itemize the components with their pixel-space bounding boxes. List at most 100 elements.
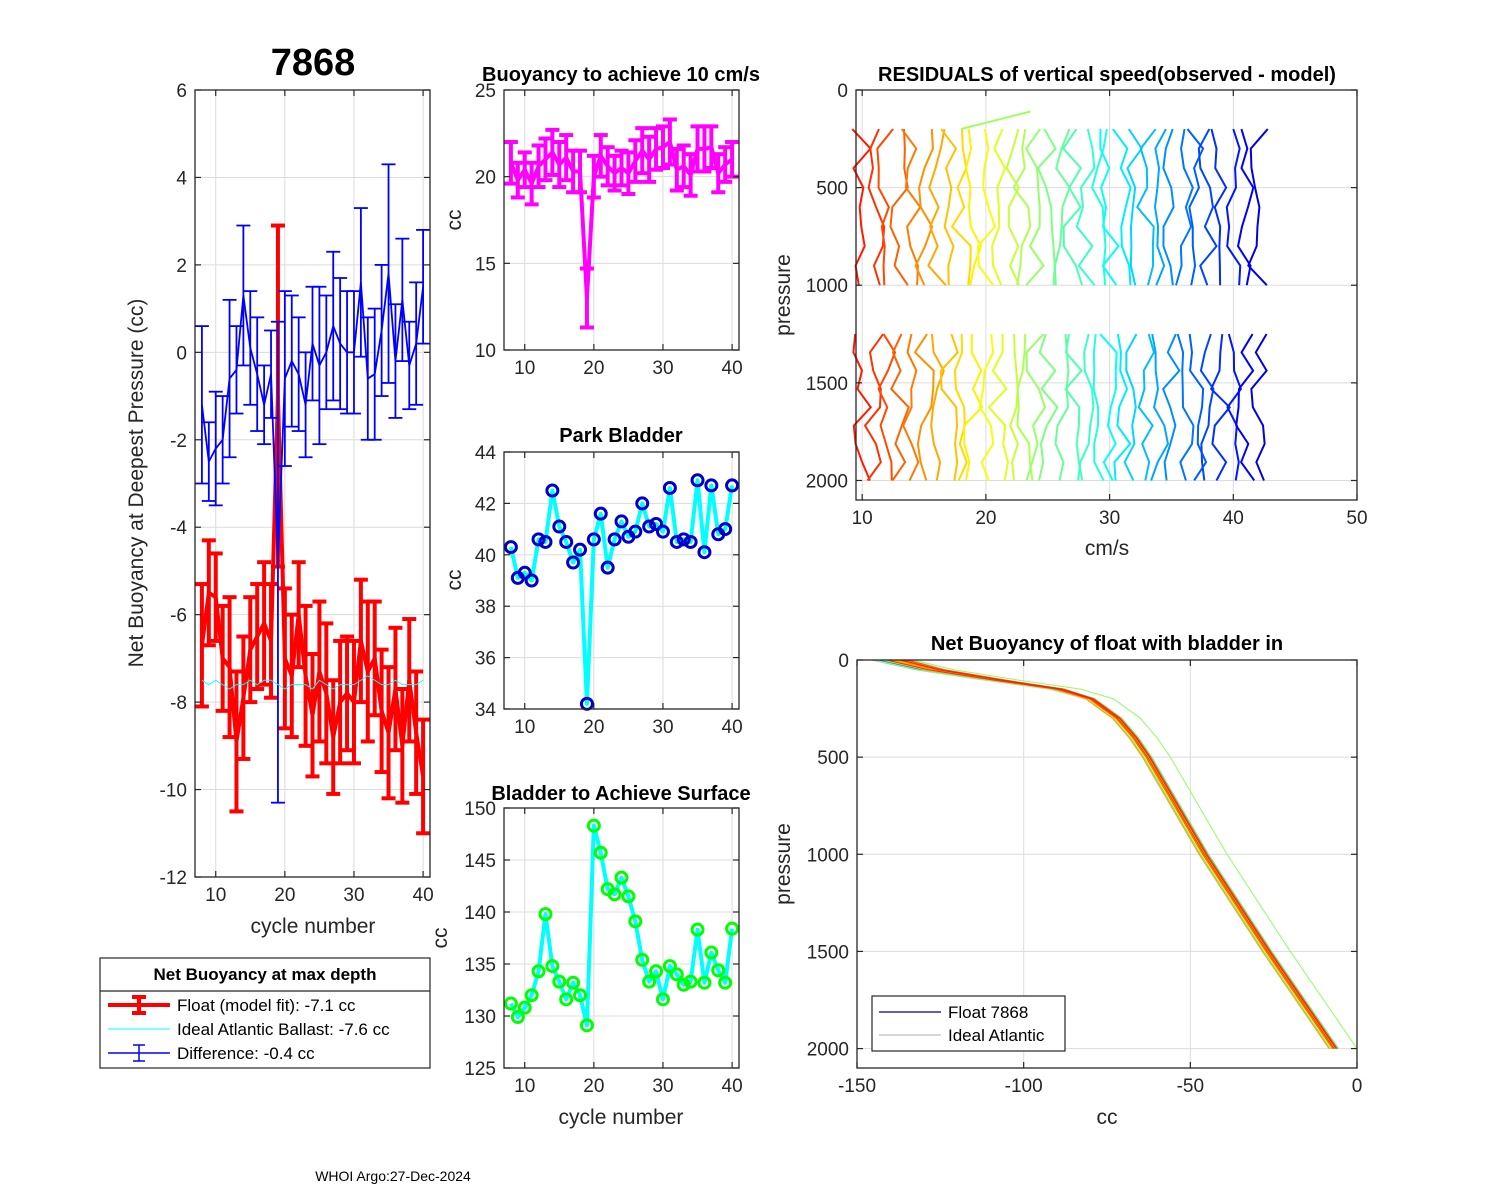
data-point (642, 519, 657, 534)
residual-profile (1053, 128, 1071, 286)
data-point (690, 922, 705, 937)
residual-profile (1064, 333, 1084, 481)
data-point (662, 480, 677, 495)
data-point (669, 534, 684, 549)
net-buoyancy-legend: Net Buoyancy at max depth Float (model f… (99, 957, 431, 1069)
y-tick-label: 25 (475, 81, 496, 102)
data-point (607, 887, 622, 902)
residual-profile (963, 334, 984, 481)
residual-profile (914, 128, 934, 286)
axes-box (194, 89, 431, 878)
y-tick-label: 1000 (806, 276, 848, 297)
residual-profile (1123, 333, 1138, 481)
residual-profile (1092, 333, 1105, 481)
residual-profile (1113, 333, 1132, 481)
data-point (600, 560, 615, 575)
residual-profile (1175, 128, 1194, 286)
residual-profile (940, 128, 958, 286)
y-axis-label: cc (443, 570, 466, 591)
float-profile (901, 659, 1337, 1049)
data-point (531, 964, 546, 979)
chart-title: Net Buoyancy of float with bladder in (931, 633, 1283, 655)
data-point (573, 988, 588, 1003)
series-line (509, 823, 735, 1028)
data-point (559, 534, 574, 549)
x-tick-label: 10 (514, 1076, 535, 1097)
x-tick-label: 10 (514, 358, 535, 379)
y-tick-label: 0 (837, 81, 848, 102)
axes-box (855, 89, 1358, 501)
residual-profile (927, 128, 947, 286)
y-tick-label: -10 (160, 781, 187, 802)
y-tick-label: 145 (464, 851, 496, 872)
data-point (573, 542, 588, 557)
data-point (503, 996, 518, 1011)
y-tick-label: -6 (170, 606, 187, 627)
data-point (676, 977, 691, 992)
data-point (524, 573, 539, 588)
data-point (621, 889, 636, 904)
data-point (676, 532, 691, 547)
data-point (690, 473, 705, 488)
residual-profile (851, 128, 872, 286)
data-point (628, 914, 643, 929)
residual-profile (1036, 128, 1057, 286)
data-point (579, 1018, 594, 1033)
float-profile (887, 659, 1335, 1049)
legend-float-label: Float 7868 (948, 1003, 1028, 1022)
data-point (510, 1010, 525, 1025)
data-point (538, 907, 553, 922)
residual-profile (1024, 128, 1045, 286)
residual-profile (1186, 128, 1205, 286)
residual-profile (1005, 128, 1021, 286)
data-point (586, 818, 601, 833)
data-point (559, 992, 574, 1007)
float-profile-outlier (913, 659, 1358, 1049)
x-tick-label: 40 (413, 885, 434, 906)
x-tick-label: 30 (652, 717, 673, 738)
data-point (697, 545, 712, 560)
residual-outlier (960, 110, 1031, 131)
residual-profile (889, 129, 909, 286)
data-point (531, 532, 546, 547)
residual-profile (1250, 333, 1268, 481)
x-axis-label: cc (1097, 1106, 1118, 1129)
residual-profile (1161, 333, 1181, 481)
data-point (683, 534, 698, 549)
y-tick-label: 20 (475, 168, 496, 189)
residual-profile (978, 333, 995, 481)
y-tick-label: -4 (170, 518, 187, 539)
residual-profile (987, 334, 1009, 481)
residual-profile (1099, 129, 1120, 286)
data-point (704, 478, 719, 493)
residual-profile (950, 129, 972, 286)
y-tick-label: 4 (176, 168, 187, 189)
x-tick-label: 20 (583, 717, 604, 738)
data-point (593, 845, 608, 860)
residual-profile (913, 333, 935, 481)
residual-profile (1188, 333, 1208, 482)
residual-profile (1137, 333, 1156, 481)
y-tick-label: 2 (176, 256, 187, 277)
legend-ideal-label: Ideal Atlantic Ballast: -7.6 cc (177, 1020, 390, 1039)
x-tick-label: 20 (583, 1076, 604, 1097)
net-buoyancy-profile-chart: Net Buoyancy of float with bladder in -1… (772, 633, 1362, 1129)
data-point (607, 532, 622, 547)
data-point (614, 870, 629, 885)
x-axis-label: cm/s (1085, 537, 1129, 560)
residual-profile (1225, 128, 1242, 286)
x-tick-label: 50 (1346, 508, 1367, 529)
y-tick-label: 40 (475, 546, 496, 567)
y-tick-label: 2000 (807, 1040, 849, 1061)
residual-profile (939, 333, 959, 481)
data-point (718, 975, 733, 990)
y-tick-label: 2000 (806, 471, 848, 492)
y-axis-label: Net Buoyancy at Deepest Pressure (cc) (125, 299, 148, 668)
legend-box (871, 995, 1066, 1052)
data-point (662, 959, 677, 974)
y-tick-label: 15 (475, 254, 496, 275)
x-tick-label: 10 (852, 508, 873, 529)
data-point (552, 519, 567, 534)
legend-ideal-label: Ideal Atlantic (948, 1026, 1045, 1045)
